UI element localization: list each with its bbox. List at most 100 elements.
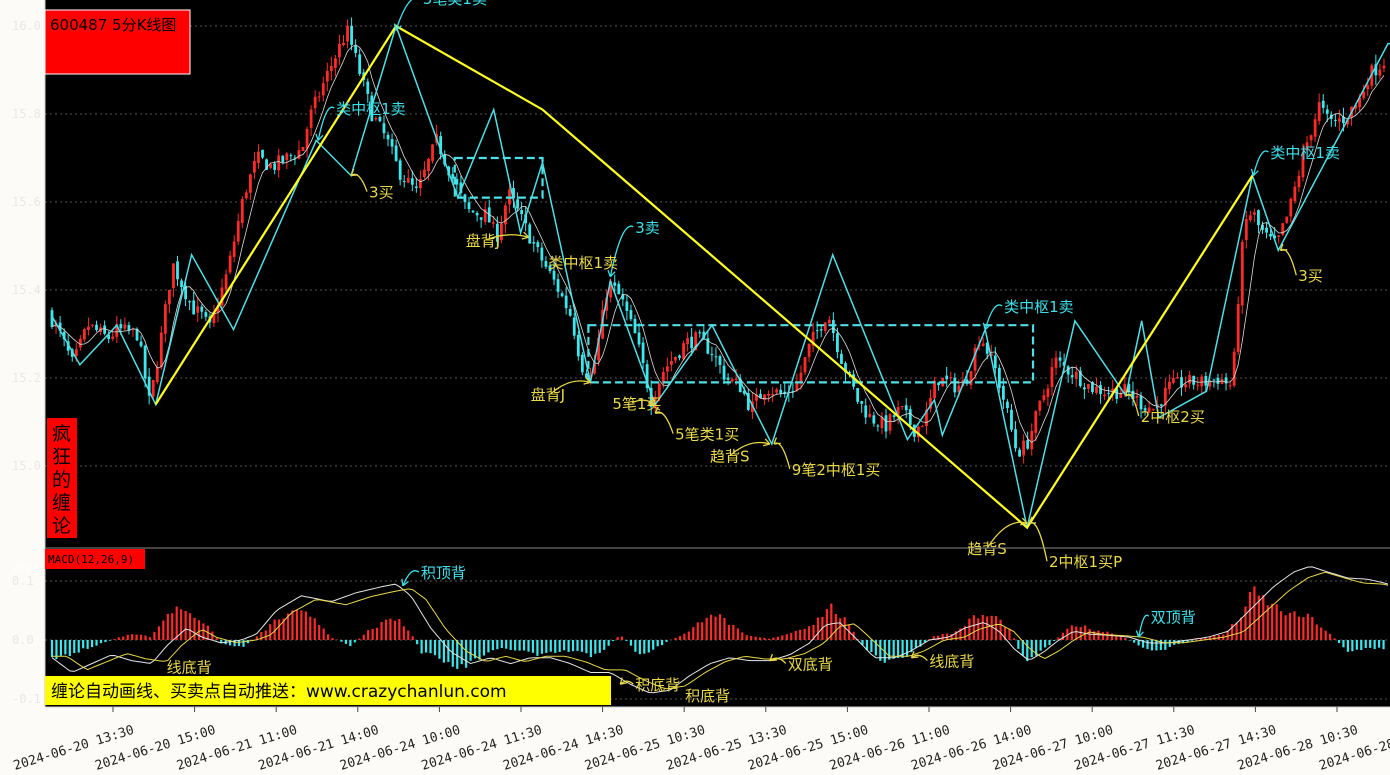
- signal-arrow-1: [317, 106, 335, 141]
- candle-body: [953, 377, 957, 393]
- candle-body: [1147, 407, 1151, 413]
- annotations: 5笔类1卖类中枢1卖3买盘背J3卖类中枢1卖盘背J5笔1买5笔类1买趋背S9笔2…: [315, 0, 1340, 571]
- y-tick-main-0: 16.0: [12, 19, 41, 33]
- candle-body: [1220, 379, 1224, 385]
- signal-arrow-0: [395, 0, 413, 31]
- candle-body: [244, 192, 248, 199]
- candle-body: [277, 155, 281, 171]
- candle-body: [419, 178, 422, 189]
- candle-body: [78, 338, 82, 348]
- candle-body: [730, 379, 734, 382]
- candle-body: [111, 336, 115, 339]
- candle-body: [1103, 394, 1107, 397]
- candle-body: [767, 394, 770, 396]
- candle-body: [641, 342, 645, 364]
- candle-body: [1082, 387, 1086, 390]
- candle-body: [702, 331, 706, 339]
- signal-arrowhead-7: [648, 397, 656, 406]
- candle-body: [1159, 404, 1163, 406]
- candle-body: [265, 159, 268, 170]
- candle-body: [1212, 379, 1216, 381]
- candle-body: [904, 405, 908, 411]
- candle-body: [1293, 186, 1297, 202]
- promo-banner: [45, 676, 611, 705]
- macd-signal-arrowhead-6: [1135, 630, 1144, 638]
- candle-body: [491, 222, 495, 224]
- candle-body: [572, 317, 576, 336]
- candle-body: [775, 389, 779, 393]
- watermark-char-1: 疯: [52, 423, 71, 445]
- candle-body: [981, 343, 985, 346]
- signal-label-7: 5笔1买: [612, 395, 661, 413]
- candle-body: [722, 365, 726, 380]
- candle-body: [888, 414, 892, 431]
- candle-body: [633, 318, 637, 334]
- candle-body: [1342, 116, 1345, 124]
- candle-body: [815, 330, 819, 332]
- candle-body: [993, 355, 997, 369]
- candle-body: [329, 66, 333, 71]
- candle-body: [479, 217, 483, 220]
- candle-body: [840, 353, 843, 364]
- candle-body: [1038, 401, 1042, 411]
- candle-body: [338, 43, 341, 58]
- signal-label-12: 趋背S: [967, 540, 1007, 558]
- candle-body: [884, 415, 888, 432]
- candle-body: [297, 150, 301, 159]
- candle-body: [155, 367, 159, 383]
- candle-body: [1378, 69, 1382, 76]
- macd-dea-line: [52, 571, 1389, 690]
- candle-body: [945, 375, 949, 380]
- candle-body: [799, 372, 803, 383]
- candle-body: [216, 307, 220, 313]
- candle-body: [779, 389, 783, 394]
- candle-body: [540, 247, 544, 261]
- promo-banner-text: 缠论自动画线、买卖点自动推送：www.crazychanlun.com: [51, 682, 507, 702]
- candle-body: [1127, 383, 1131, 392]
- candle-body: [831, 320, 835, 334]
- candle-body: [759, 393, 762, 399]
- candle-body: [1196, 384, 1200, 386]
- candle-body: [746, 393, 750, 410]
- candle-body: [87, 326, 90, 331]
- candle-body: [495, 223, 499, 242]
- candle-body: [1014, 429, 1017, 449]
- candle-body: [795, 382, 799, 391]
- candle-body: [196, 306, 200, 313]
- candle-body: [261, 149, 264, 158]
- candle-body: [734, 378, 738, 380]
- macd-signal-label-3: 积底背: [685, 687, 730, 705]
- candle-body: [548, 265, 552, 272]
- macd-signal-label-0: 积顶背: [421, 564, 466, 582]
- candle-body: [544, 261, 548, 267]
- y-tick-macd-1: 0.0: [12, 633, 34, 647]
- candle-body: [576, 335, 580, 357]
- candle-body: [471, 210, 475, 213]
- candle-body: [248, 174, 252, 193]
- candle-body: [281, 155, 285, 163]
- signal-arrowhead-6: [583, 376, 591, 385]
- signal-label-13: 2中枢1买P: [1049, 553, 1122, 571]
- candle-body: [872, 415, 876, 424]
- y-tick-main-4: 15.2: [12, 371, 41, 385]
- macd-signal-arrow-6: [1138, 614, 1150, 638]
- candle-body: [1066, 366, 1070, 375]
- candle-body: [609, 281, 613, 298]
- candle-body: [1139, 395, 1143, 410]
- candle-body: [876, 425, 880, 427]
- segment-lines: [154, 24, 1254, 530]
- y-tick-macd-0: 0.1: [12, 574, 34, 588]
- candle-body: [1001, 385, 1005, 400]
- candle-body: [556, 279, 560, 292]
- candle-body: [593, 361, 596, 374]
- candle-body: [273, 163, 277, 170]
- candle-body: [819, 329, 823, 331]
- candle-body: [1163, 387, 1167, 406]
- candle-body: [649, 387, 653, 407]
- candle-body: [176, 261, 179, 280]
- candle-body: [240, 199, 244, 223]
- candle-body: [742, 390, 746, 394]
- signal-arrowhead-0: [393, 23, 402, 31]
- signal-label-2: 3买: [369, 184, 394, 202]
- watermark-char-2: 狂: [52, 446, 71, 468]
